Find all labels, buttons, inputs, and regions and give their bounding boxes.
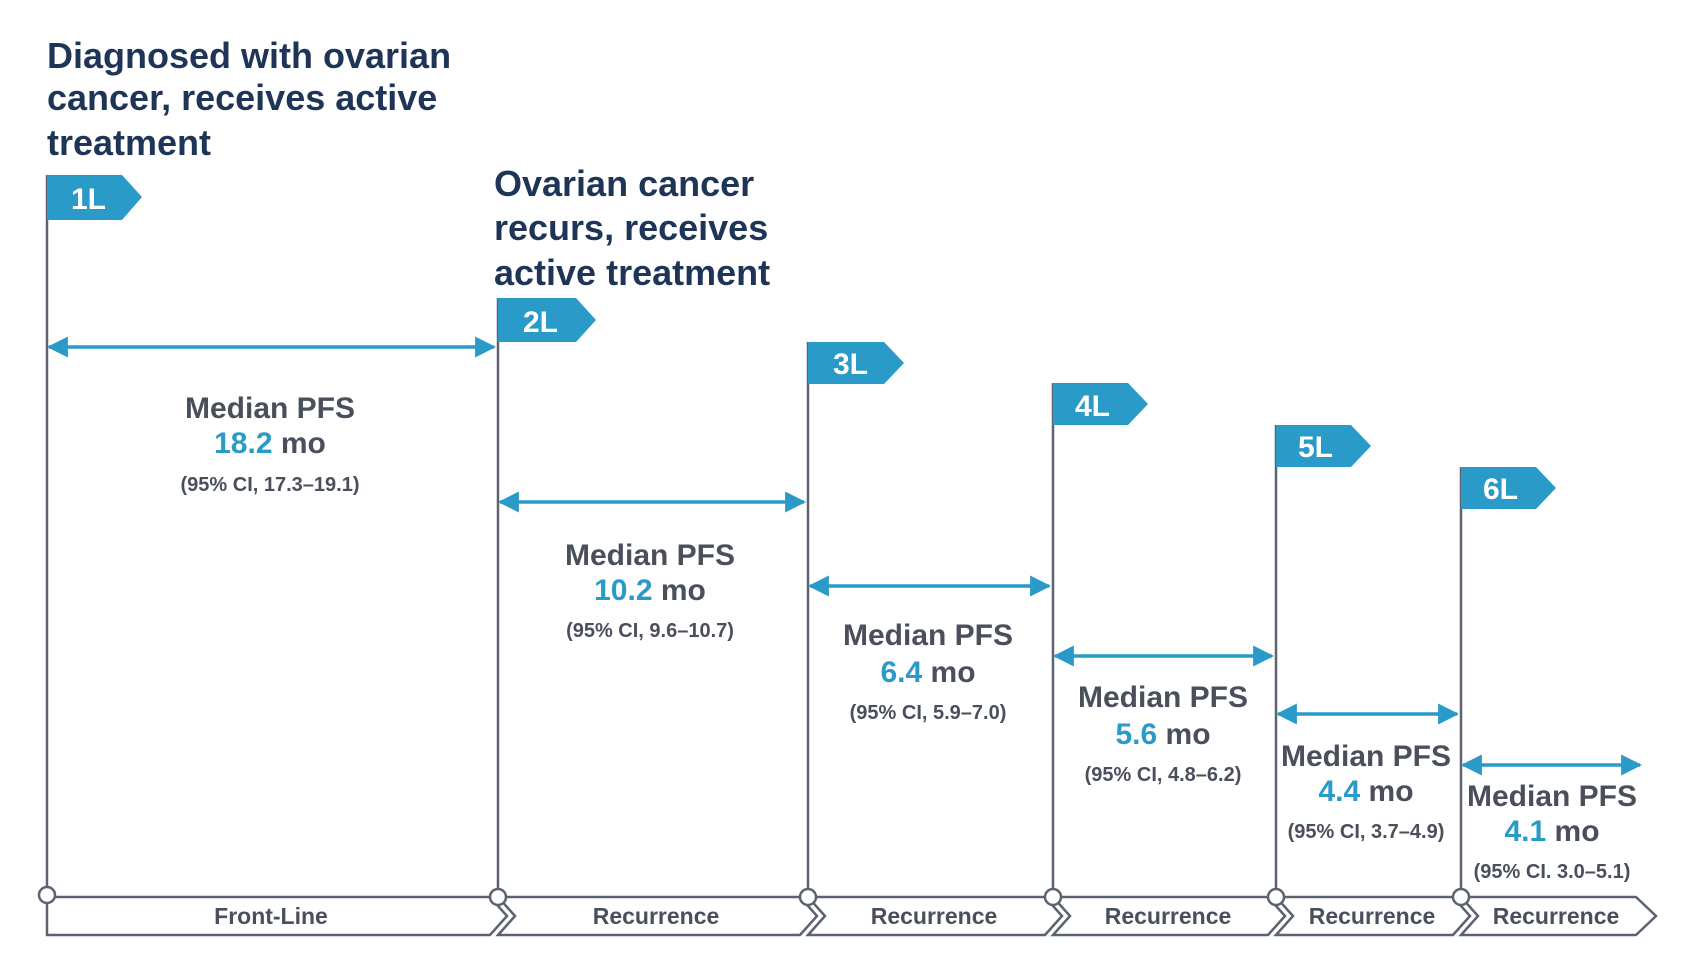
diagnosed-headline-line-2: cancer, receives active: [47, 77, 437, 118]
pfs-unit-6: mo: [1546, 815, 1599, 848]
tag-1L-shape: [47, 175, 142, 220]
pfs-value-5: 4.4: [1318, 775, 1360, 808]
pfs-value-1: 18.2: [214, 427, 272, 460]
phase-label-2: Recurrence: [593, 903, 720, 929]
phase-label-6: Recurrence: [1493, 903, 1620, 929]
tag-4L: 4L: [1053, 383, 1148, 425]
tag-1L-label: 1L: [71, 183, 106, 216]
tag-4L-shape: [1053, 383, 1148, 425]
pfs-value-4: 5.6: [1115, 718, 1157, 751]
pfs-value-line-3: 6.4 mo: [880, 656, 975, 689]
recurs-headline-line-1: Ovarian cancer: [494, 163, 754, 204]
pfs-unit-4: mo: [1157, 718, 1210, 751]
phase-chevron-4: Recurrence: [1050, 895, 1287, 937]
pfs-ci-2: (95% CI, 9.6–10.7): [566, 620, 734, 642]
phase-chevron-5: Recurrence: [1273, 895, 1472, 937]
tag-2L-shape: [498, 298, 596, 342]
tag-6L-shape: [1461, 467, 1556, 509]
pfs-ci-1: (95% CI, 17.3–19.1): [181, 474, 360, 496]
phase-label-1: Front-Line: [214, 903, 328, 929]
tag-6L-label: 6L: [1483, 473, 1518, 506]
diagnosed-headline-line-3: treatment: [47, 122, 211, 163]
tag-5L-shape: [1276, 425, 1371, 467]
line-6-start-circle: [1451, 887, 1471, 907]
phase-bar: Front-Line Recurrence Recurrence Recurre…: [45, 895, 1658, 937]
tag-5L: 5L: [1276, 425, 1371, 467]
pfs-block-1: Median PFS 18.2 mo (95% CI, 17.3–19.1): [181, 392, 360, 496]
phase-chevron-1: Front-Line: [45, 895, 509, 937]
phase-chevron-1-shape: [45, 895, 509, 937]
pfs-label-1: Median PFS: [185, 392, 355, 425]
tag-1L: 1L: [47, 175, 142, 220]
line-2-start-circle: [488, 887, 508, 907]
tag-5L-label: 5L: [1298, 431, 1333, 464]
pfs-block-4: Median PFS 5.6 mo (95% CI, 4.8–6.2): [1078, 681, 1248, 786]
pfs-value-3: 6.4: [880, 656, 922, 689]
pfs-ci-6: (95% CI. 3.0–5.1): [1474, 861, 1631, 883]
pfs-unit-3: mo: [922, 656, 975, 689]
tag-3L-label: 3L: [833, 348, 868, 381]
tag-2L: 2L: [498, 298, 596, 342]
pfs-unit-2: mo: [653, 574, 706, 607]
pfs-value-line-1: 18.2 mo: [214, 427, 326, 460]
pfs-ci-4: (95% CI, 4.8–6.2): [1085, 764, 1242, 786]
pfs-label-5: Median PFS: [1281, 740, 1451, 773]
pfs-block-2: Median PFS 10.2 mo (95% CI, 9.6–10.7): [565, 539, 735, 642]
line-5-start-circle: [1266, 887, 1286, 907]
pfs-block-5: Median PFS 4.4 mo (95% CI, 3.7–4.9): [1281, 740, 1451, 843]
recurs-headline: Ovarian cancer recurs, receives active t…: [494, 163, 778, 293]
pfs-block-3: Median PFS 6.4 mo (95% CI, 5.9–7.0): [843, 619, 1013, 724]
phase-label-3: Recurrence: [871, 903, 998, 929]
pfs-unit-5: mo: [1360, 775, 1413, 808]
tag-2L-label: 2L: [523, 306, 558, 339]
pfs-label-3: Median PFS: [843, 619, 1013, 652]
line-markers: [37, 175, 1471, 907]
phase-label-5: Recurrence: [1309, 903, 1436, 929]
tag-6L: 6L: [1461, 467, 1556, 509]
pfs-value-line-2: 10.2 mo: [594, 574, 706, 607]
pfs-value-6: 4.1: [1504, 815, 1546, 848]
phase-label-4: Recurrence: [1105, 903, 1232, 929]
pfs-value-line-4: 5.6 mo: [1115, 718, 1210, 751]
pfs-value-2: 10.2: [594, 574, 652, 607]
recurs-headline-line-2: recurs, receives: [494, 207, 768, 248]
diagnosed-headline: Diagnosed with ovarian cancer, receives …: [47, 35, 461, 163]
phase-chevron-6-shape: [1458, 895, 1658, 937]
tag-3L-shape: [808, 342, 904, 384]
phase-chevron-2: Recurrence: [495, 895, 819, 937]
pfs-value-line-6: 4.1 mo: [1504, 815, 1599, 848]
pfs-label-6: Median PFS: [1467, 780, 1637, 813]
phase-chevron-6: Recurrence: [1458, 895, 1658, 937]
line-tags: 1L 2L 3L 4L 5L 6L: [47, 175, 1556, 509]
pfs-ci-3: (95% CI, 5.9–7.0): [850, 702, 1007, 724]
diagnosed-headline-line-1: Diagnosed with ovarian: [47, 35, 451, 76]
phase-chevron-3: Recurrence: [805, 895, 1064, 937]
pfs-block-6: Median PFS 4.1 mo (95% CI. 3.0–5.1): [1467, 780, 1637, 883]
pfs-ci-5: (95% CI, 3.7–4.9): [1288, 821, 1445, 843]
recurs-headline-line-3: active treatment: [494, 252, 770, 293]
tag-3L: 3L: [808, 342, 904, 384]
pfs-unit-1: mo: [273, 427, 326, 460]
duration-arrows: [46, 336, 1643, 776]
pfs-value-line-5: 4.4 mo: [1318, 775, 1413, 808]
line-1-start-circle: [37, 885, 57, 905]
pfs-label-4: Median PFS: [1078, 681, 1248, 714]
pfs-label-2: Median PFS: [565, 539, 735, 572]
tag-4L-label: 4L: [1075, 390, 1110, 423]
line-4-start-circle: [1043, 887, 1063, 907]
line-3-start-circle: [798, 887, 818, 907]
